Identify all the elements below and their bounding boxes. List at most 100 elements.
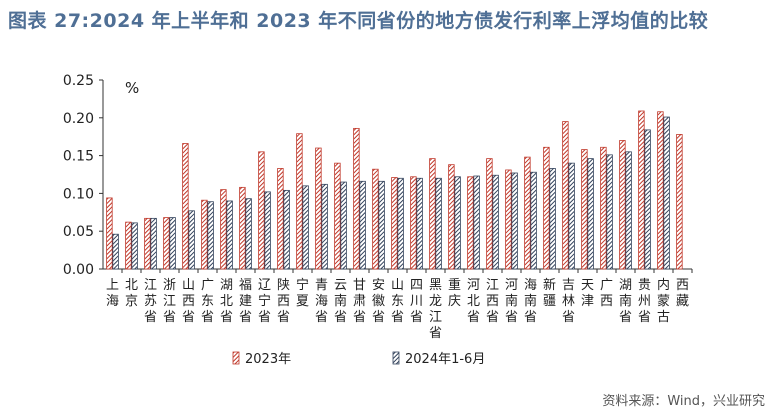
bar-s1-2 [144, 217, 151, 270]
x-tick-label-6: 湖北省 [220, 278, 233, 325]
y-tick-label: 0.05 [63, 224, 94, 240]
bar-s1-18 [448, 164, 455, 270]
bar-s2-5 [207, 201, 214, 270]
bar-s2-23 [549, 168, 556, 270]
legend-label-0: 2023年 [245, 352, 291, 367]
bar-s2-16 [416, 177, 423, 270]
bar-s1-5 [201, 199, 208, 270]
y-tick-label: 0.25 [63, 73, 94, 89]
bar-s1-21 [505, 169, 512, 270]
bar-s2-25 [587, 158, 594, 270]
bar-s2-20 [492, 174, 499, 270]
bar-s2-10 [302, 185, 309, 270]
x-tick-label-24: 吉林省 [562, 278, 575, 325]
x-tick-label-0: 上海 [106, 278, 119, 309]
x-tick-label-4: 山西省 [182, 278, 195, 325]
x-tick-label-7: 福建省 [239, 278, 252, 325]
bar-s2-2 [150, 217, 157, 270]
x-tick-label-13: 甘肃省 [353, 278, 366, 325]
x-tick-label-3: 浙江省 [163, 278, 176, 325]
bar-s1-27 [619, 140, 626, 270]
source-note: 资料来源：Wind，兴业研究 [602, 394, 765, 409]
bar-s1-25 [581, 149, 588, 270]
bar-s1-17 [429, 158, 436, 270]
x-tick-label-19: 河北省 [467, 278, 480, 325]
bar-s2-9 [283, 189, 290, 270]
x-tick-label-23: 新疆 [543, 277, 556, 309]
x-tick-label-28: 贵州省 [638, 278, 651, 325]
bar-s1-14 [372, 168, 379, 270]
bar-s2-13 [359, 180, 366, 270]
bar-s1-10 [296, 133, 303, 270]
bar-s1-23 [543, 146, 550, 270]
x-tick-label-30: 西藏 [676, 278, 689, 309]
x-tick-label-14: 安徽省 [372, 278, 385, 325]
bar-s2-15 [397, 177, 404, 270]
bar-s2-18 [454, 176, 461, 270]
x-tick-label-11: 青海省 [315, 278, 328, 325]
x-tick-label-27: 湖南省 [619, 278, 632, 325]
bar-s2-7 [245, 198, 252, 270]
bar-s1-24 [562, 121, 569, 270]
bar-s1-9 [277, 168, 284, 270]
bar-s2-24 [568, 162, 575, 270]
bar-s1-20 [486, 158, 493, 270]
bar-s2-22 [530, 171, 537, 270]
x-tick-label-2: 江苏省 [144, 278, 157, 325]
bar-s2-21 [511, 172, 518, 270]
bar-s2-19 [473, 175, 480, 270]
bar-s2-26 [606, 154, 613, 270]
y-tick-label: 0.20 [63, 111, 94, 127]
y-tick-label: 0.00 [63, 262, 94, 278]
legend-swatch-1 [392, 351, 400, 365]
bar-s1-0 [106, 197, 113, 270]
x-tick-label-15: 山东省 [391, 278, 404, 325]
bar-s1-30 [676, 134, 683, 270]
chart-title: 图表 27:2024 年上半年和 2023 年不同省份的地方债发行利率上浮均值的… [8, 10, 709, 32]
x-tick-label-26: 广西 [600, 278, 613, 309]
bar-s1-6 [220, 189, 227, 270]
bar-s1-4 [182, 143, 189, 270]
bar-s2-6 [226, 200, 233, 270]
x-tick-label-12: 云南省 [334, 278, 347, 325]
y-tick-label: 0.10 [63, 186, 94, 202]
legend-label-1: 2024年1-6月 [405, 352, 485, 367]
bar-s1-29 [657, 111, 664, 270]
legend-swatch-0 [232, 351, 240, 365]
bar-s1-22 [524, 156, 531, 270]
x-tick-label-20: 江西省 [486, 278, 499, 325]
x-tick-label-25: 天津 [581, 278, 594, 309]
x-tick-label-29: 内蒙古 [657, 277, 670, 325]
bar-s1-19 [467, 176, 474, 270]
x-tick-label-17: 黑龙江省 [429, 278, 442, 341]
bar-s1-13 [353, 127, 360, 270]
bar-s2-4 [188, 210, 195, 270]
bar-s1-1 [125, 221, 132, 270]
bar-s1-7 [239, 186, 246, 270]
bar-s1-12 [334, 162, 341, 270]
bar-s1-11 [315, 147, 322, 270]
bar-s2-12 [340, 181, 347, 270]
x-tick-label-9: 陕西省 [277, 278, 290, 325]
x-tick-label-22: 海南省 [524, 278, 537, 325]
x-tick-label-18: 重庆 [448, 277, 461, 309]
y-tick-label: 0.15 [63, 149, 94, 165]
bar-s1-8 [258, 151, 265, 270]
bar-s2-14 [378, 180, 385, 270]
x-tick-label-16: 四川省 [410, 278, 423, 325]
x-tick-label-10: 宁夏 [296, 277, 309, 309]
bar-s1-28 [638, 110, 645, 270]
bar-s1-16 [410, 176, 417, 270]
unit-label: % [125, 79, 139, 97]
bar-s2-11 [321, 183, 328, 270]
bar-s2-28 [644, 129, 651, 270]
x-tick-label-8: 辽宁省 [258, 278, 271, 325]
bar-s2-0 [112, 233, 119, 270]
x-tick-label-5: 广东省 [201, 278, 214, 325]
bar-s1-3 [163, 217, 170, 270]
bar-s2-3 [169, 217, 176, 270]
bar-s2-17 [435, 177, 442, 270]
bar-s2-29 [663, 116, 670, 270]
bar-s2-1 [131, 222, 138, 270]
